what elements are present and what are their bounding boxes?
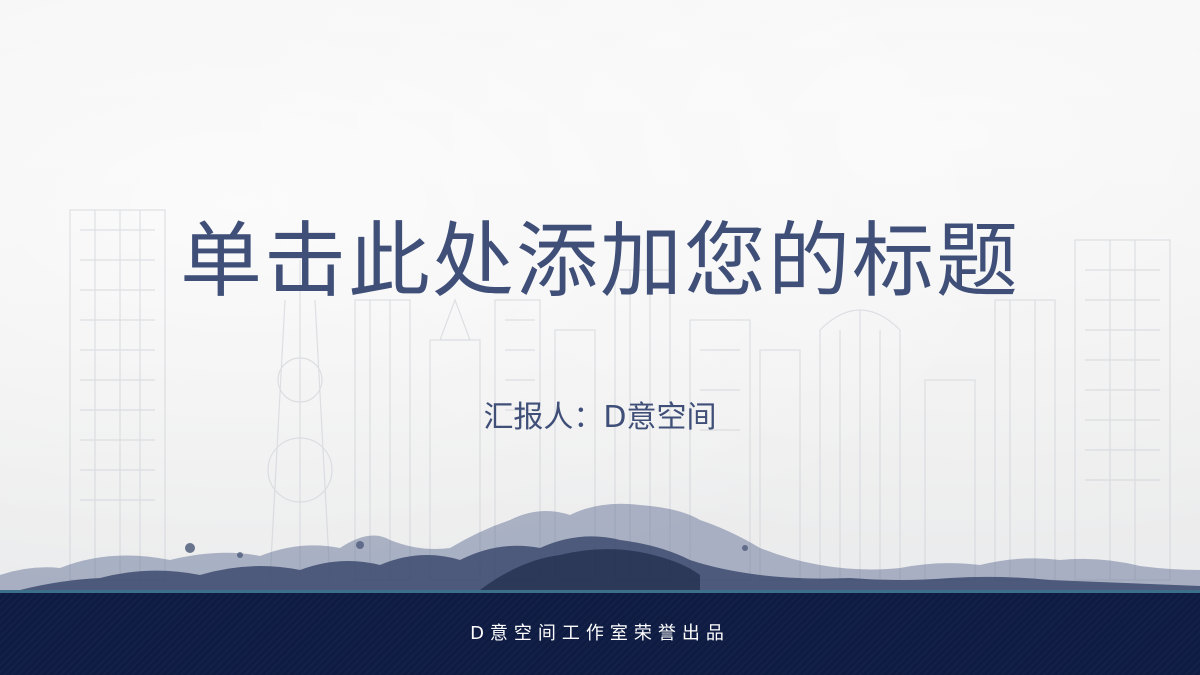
footer-credit: D意空间工作室荣誉出品 — [470, 623, 730, 644]
ink-wash-mountains — [0, 503, 1200, 590]
slide-title[interactable]: 单击此处添加您的标题 — [179, 214, 1020, 309]
reporter-line[interactable]: 汇报人：D意空间 — [483, 400, 717, 435]
footer-bar: D意空间工作室荣誉出品 — [0, 590, 1200, 675]
